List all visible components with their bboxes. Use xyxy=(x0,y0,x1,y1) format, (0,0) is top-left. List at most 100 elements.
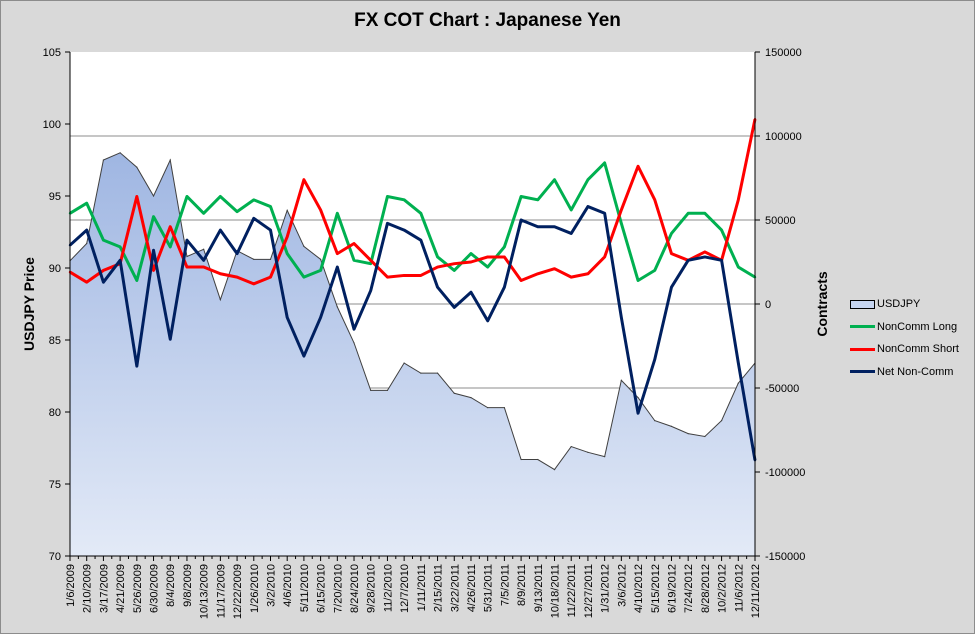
legend-label: USDJPY xyxy=(877,298,921,311)
left-tick-label: 80 xyxy=(49,407,61,419)
noncomm-long-point xyxy=(636,279,640,282)
net-non-comm-point xyxy=(219,228,222,232)
left-tick-label: 100 xyxy=(43,119,61,131)
usdjpy-point xyxy=(303,245,305,247)
net-non-comm-point xyxy=(653,358,656,361)
x-tick-label: 10/13/2009 xyxy=(199,564,211,619)
noncomm-long-point xyxy=(419,212,423,215)
x-tick-label: 1/26/2010 xyxy=(249,564,261,613)
x-tick-label: 2/15/2011 xyxy=(433,564,445,612)
net-non-comm-point xyxy=(553,225,556,228)
noncomm-long-point xyxy=(703,212,707,215)
usdjpy-point xyxy=(553,469,556,471)
noncomm-short-point xyxy=(503,255,506,259)
noncomm-long-point xyxy=(169,245,172,249)
usdjpy-point xyxy=(704,435,706,438)
usdjpy-point xyxy=(336,306,338,308)
x-tick-label: 12/27/2011 xyxy=(583,564,595,618)
noncomm-short-point xyxy=(202,265,205,269)
noncomm-long-point xyxy=(269,205,272,208)
usdjpy-point xyxy=(269,258,272,260)
noncomm-long-point xyxy=(369,262,372,265)
noncomm-short-point xyxy=(85,280,88,284)
left-tick-label: 90 xyxy=(49,263,61,275)
noncomm-long-point xyxy=(402,198,406,202)
x-tick-label: 8/4/2009 xyxy=(165,564,177,607)
usdjpy-point xyxy=(386,389,389,391)
net-non-comm-point xyxy=(336,265,339,269)
net-non-comm-point xyxy=(737,361,740,364)
left-tick-label: 85 xyxy=(49,335,61,347)
left-tick-label: 105 xyxy=(43,47,61,59)
noncomm-long-point xyxy=(603,161,606,165)
x-tick-label: 3/2/2010 xyxy=(265,564,277,607)
net-non-comm-point xyxy=(503,286,506,289)
noncomm-long-point xyxy=(319,269,322,272)
noncomm-short-point xyxy=(386,275,389,279)
x-tick-label: 5/26/2009 xyxy=(132,564,144,613)
noncomm-short-point xyxy=(486,255,489,259)
noncomm-short-point xyxy=(169,225,172,228)
noncomm-long-point xyxy=(653,269,656,272)
noncomm-long-point xyxy=(302,275,306,279)
noncomm-short-point xyxy=(336,252,339,255)
usdjpy-point xyxy=(654,420,656,422)
noncomm-long-point xyxy=(352,259,356,262)
usdjpy-point xyxy=(737,382,739,384)
noncomm-long-point xyxy=(519,195,523,198)
usdjpy-point xyxy=(152,195,155,197)
x-tick-label: 9/28/2010 xyxy=(366,564,378,613)
net-non-comm-point xyxy=(252,217,255,220)
noncomm-short-point xyxy=(536,272,540,275)
x-tick-label: 12/11/2012 xyxy=(750,564,762,618)
net-non-comm-point xyxy=(402,228,406,232)
noncomm-long-point xyxy=(118,245,122,249)
net-non-comm-point xyxy=(603,212,606,215)
x-tick-label: 4/26/2011 xyxy=(466,564,478,612)
x-tick-label: 4/10/2012 xyxy=(633,564,645,613)
usdjpy-point xyxy=(119,152,121,154)
net-non-comm-point xyxy=(85,228,88,232)
noncomm-long-point xyxy=(586,178,590,181)
net-non-comm-point xyxy=(536,225,540,228)
noncomm-short-point xyxy=(135,195,139,198)
net-non-comm-point xyxy=(436,286,439,289)
x-tick-label: 7/24/2012 xyxy=(683,564,695,613)
right-tick-label: 50000 xyxy=(765,215,796,227)
x-tick-label: 7/20/2010 xyxy=(332,564,344,613)
x-tick-label: 3/17/2009 xyxy=(98,564,110,613)
net-non-comm-point xyxy=(686,259,690,262)
noncomm-short-point xyxy=(620,208,623,212)
x-tick-label: 11/6/2012 xyxy=(733,564,745,612)
left-tick-label: 75 xyxy=(49,479,61,491)
x-tick-label: 3/22/2011 xyxy=(449,564,461,612)
x-tick-label: 10/18/2011 xyxy=(550,564,562,618)
legend-swatch-line xyxy=(850,347,875,351)
noncomm-short-point xyxy=(653,198,656,202)
x-tick-label: 4/21/2009 xyxy=(115,564,127,613)
noncomm-long-point xyxy=(670,232,673,235)
x-tick-label: 3/6/2012 xyxy=(616,564,628,607)
net-non-comm-point xyxy=(386,222,389,225)
usdjpy-point xyxy=(720,420,723,422)
noncomm-short-point xyxy=(703,250,707,254)
x-tick-label: 8/28/2012 xyxy=(700,564,712,613)
usdjpy-point xyxy=(537,458,539,461)
net-non-comm-point xyxy=(453,306,456,309)
net-non-comm-point xyxy=(369,289,372,292)
noncomm-short-point xyxy=(369,259,372,262)
usdjpy-point xyxy=(520,458,522,461)
net-non-comm-point xyxy=(469,291,473,294)
net-non-comm-line xyxy=(68,205,757,461)
noncomm-short-point xyxy=(586,272,590,275)
noncomm-short-point xyxy=(302,178,306,181)
x-tick-label: 11/17/2009 xyxy=(215,564,227,618)
x-tick-label: 5/31/2011 xyxy=(483,564,495,612)
noncomm-short-point xyxy=(419,274,423,277)
usdjpy-point xyxy=(503,407,505,409)
usdjpy-point xyxy=(136,166,138,168)
usdjpy-point xyxy=(102,159,105,161)
net-non-comm-point xyxy=(352,328,356,331)
right-tick-label: 150000 xyxy=(765,47,802,59)
x-tick-label: 6/30/2009 xyxy=(149,564,161,613)
